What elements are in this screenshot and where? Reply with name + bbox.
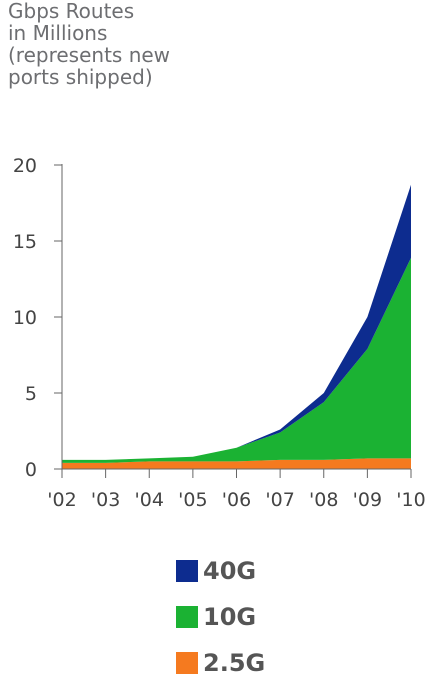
y-tick-label: 20 xyxy=(13,155,37,177)
y-axis-title-line-2: in Millions xyxy=(8,21,108,45)
x-tick-label: '10 xyxy=(396,489,425,511)
y-axis-title-line-3: (represents new xyxy=(8,43,171,67)
y-axis-title-line-4: ports shipped) xyxy=(8,65,153,89)
x-tick-label: '09 xyxy=(353,489,382,511)
x-tick-label: '05 xyxy=(178,489,207,511)
legend-item-40g: 40G xyxy=(176,557,265,585)
y-tick-label: 5 xyxy=(25,383,37,405)
x-tick-label: '03 xyxy=(91,489,120,511)
legend-swatch-40g xyxy=(176,560,198,582)
area-2-5g xyxy=(62,458,411,469)
legend-label-10g: 10G xyxy=(203,603,257,631)
x-tick-label: '08 xyxy=(309,489,338,511)
legend-label-2-5g: 2.5G xyxy=(203,649,266,677)
area-10g xyxy=(62,257,411,463)
area-chart: 0 5 10 15 20 '02 '03 '04 '05 '06 '07 '08 '09 '10 xyxy=(13,155,426,511)
y-tick-label: 0 xyxy=(25,459,37,481)
y-tick-label: 15 xyxy=(13,231,37,253)
legend-item-2-5g: 2.5G xyxy=(176,649,265,677)
y-tick-label: 10 xyxy=(13,307,37,329)
y-axis-title-line-1: Gbps Routes xyxy=(8,0,135,23)
x-tick-label: '06 xyxy=(222,489,251,511)
x-tick-label: '07 xyxy=(265,489,294,511)
legend: 40G 10G 2.5G xyxy=(176,557,265,695)
y-axis-title: Gbps Routes in Millions (represents new … xyxy=(8,0,228,88)
x-tick-label: '02 xyxy=(47,489,76,511)
legend-label-40g: 40G xyxy=(203,557,257,585)
legend-swatch-2-5g xyxy=(176,652,198,674)
area-series-group xyxy=(62,184,411,469)
x-tick-label: '04 xyxy=(135,489,164,511)
axes-group: 0 5 10 15 20 '02 '03 '04 '05 '06 '07 '08 '09 '10 xyxy=(13,155,426,511)
legend-item-10g: 10G xyxy=(176,603,265,631)
legend-swatch-10g xyxy=(176,606,198,628)
